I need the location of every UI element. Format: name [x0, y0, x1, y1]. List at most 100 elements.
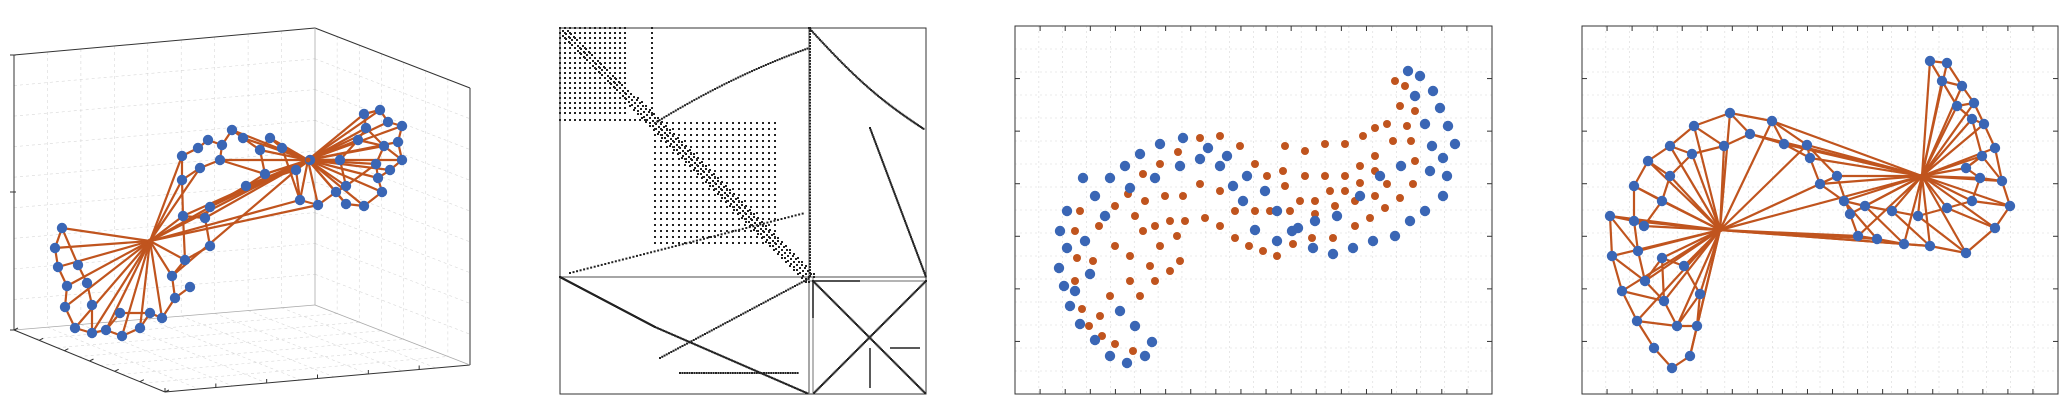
nonzero-entry [809, 266, 811, 269]
nonzero-entry [848, 68, 851, 71]
graph-node [1766, 115, 1778, 127]
nonzero-entry [762, 176, 764, 178]
nonzero-entry [624, 67, 626, 69]
nonzero-entry [762, 301, 765, 304]
nonzero-entry [569, 27, 571, 29]
nonzero-entry [798, 388, 801, 391]
nonzero-entry [624, 72, 626, 74]
nonzero-entry [651, 107, 653, 109]
nonzero-entry [595, 68, 597, 70]
nonzero-entry [750, 188, 752, 190]
nonzero-entry [614, 47, 616, 49]
nonzero-entry [599, 42, 601, 44]
nonzero-entry [624, 77, 626, 79]
nonzero-entry [903, 371, 906, 374]
red-point [1129, 347, 1137, 355]
nonzero-entry [726, 134, 728, 136]
nonzero-entry [705, 168, 707, 170]
nonzero-entry [795, 258, 797, 260]
nonzero-entry [875, 143, 878, 146]
plot-frame [1581, 25, 2059, 395]
nonzero-entry [708, 224, 710, 226]
nonzero-entry [631, 104, 633, 106]
nonzero-entry [732, 224, 734, 226]
graph-edge [171, 159, 309, 277]
graph-node [166, 270, 178, 282]
nonzero-entry [574, 62, 576, 64]
nonzero-entry [783, 382, 786, 385]
graph-node [1924, 240, 1936, 252]
nonzero-entry [737, 315, 740, 317]
nonzero-entry [678, 194, 680, 196]
nonzero-entry [735, 316, 738, 319]
red-point [1196, 134, 1204, 142]
nonzero-entry [905, 223, 908, 226]
nonzero-entry [762, 188, 764, 190]
nonzero-entry [750, 128, 752, 130]
nonzero-entry [750, 140, 752, 142]
nonzero-entry [737, 362, 740, 365]
nonzero-entry [809, 263, 811, 266]
nonzero-entry [892, 360, 895, 363]
nonzero-entry [894, 108, 897, 111]
nonzero-entry [738, 224, 740, 226]
nonzero-entry [872, 91, 875, 94]
nonzero-entry [901, 212, 904, 215]
graph-edge [1921, 118, 1973, 177]
nonzero-entry [793, 266, 795, 268]
nonzero-entry [918, 257, 921, 260]
nonzero-entry [772, 245, 774, 247]
nonzero-entry [717, 353, 720, 356]
nonzero-entry [643, 111, 645, 113]
nonzero-entry [727, 358, 730, 361]
nonzero-entry [640, 113, 642, 115]
red-point [1371, 192, 1379, 200]
nonzero-entry [720, 233, 723, 236]
nonzero-entry [654, 182, 656, 184]
graph-node [330, 186, 342, 198]
nonzero-entry [574, 112, 576, 114]
nonzero-entry [839, 307, 842, 310]
graph-edge [1693, 111, 1731, 128]
nonzero-entry [632, 255, 635, 258]
nonzero-entry [690, 342, 693, 345]
nonzero-entry [678, 122, 680, 124]
nonzero-entry [559, 47, 561, 49]
nonzero-entry [765, 225, 767, 227]
nonzero-entry [758, 304, 760, 307]
nonzero-entry [649, 117, 651, 119]
nonzero-entry [604, 37, 606, 39]
nonzero-entry [842, 310, 845, 313]
nonzero-entry [919, 285, 922, 288]
nonzero-entry [809, 119, 811, 122]
nonzero-entry [684, 194, 686, 196]
nonzero-entry [768, 194, 770, 196]
nonzero-entry [797, 50, 800, 53]
nonzero-entry [760, 372, 763, 374]
grid-line [314, 181, 471, 243]
graph-node [1844, 208, 1856, 220]
nonzero-entry [725, 82, 728, 85]
nonzero-entry [696, 152, 698, 154]
nonzero-entry [690, 230, 692, 232]
red-point [1139, 170, 1147, 178]
grid-line [314, 273, 471, 335]
nonzero-entry [599, 52, 601, 54]
nonzero-entry [825, 46, 828, 49]
nonzero-entry [682, 150, 684, 152]
nonzero-entry [809, 242, 811, 245]
red-point [1146, 262, 1154, 270]
nonzero-entry [738, 176, 740, 178]
nonzero-entry [702, 236, 704, 238]
nonzero-entry [604, 102, 606, 104]
nonzero-entry [720, 242, 722, 244]
nonzero-entry [654, 134, 656, 136]
nonzero-entry [609, 72, 611, 74]
nonzero-entry [684, 128, 686, 130]
nonzero-entry [678, 140, 680, 142]
nonzero-entry [579, 87, 581, 89]
nonzero-entry [774, 218, 776, 220]
red-point [1095, 222, 1103, 230]
nonzero-entry [896, 200, 899, 203]
nonzero-entry [809, 50, 811, 53]
